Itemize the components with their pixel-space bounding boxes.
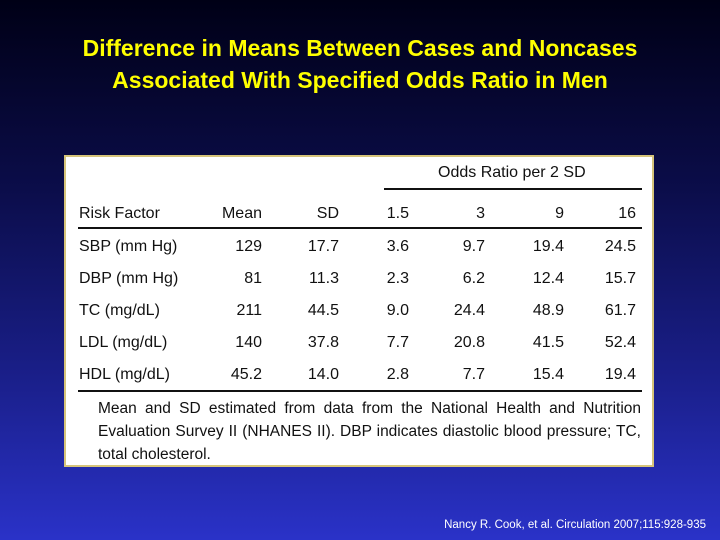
value-cell: 41.5 xyxy=(532,334,564,351)
value-cell: 129 xyxy=(235,238,262,255)
slide-title-line-2: Associated With Specified Odds Ratio in … xyxy=(112,67,608,93)
risk-factor-cell: HDL (mg/dL) xyxy=(79,366,170,383)
value-cell: 17.7 xyxy=(307,238,339,255)
value-cell: 14.0 xyxy=(307,366,339,383)
odds-ratio-group-header: Odds Ratio per 2 SD xyxy=(438,164,586,181)
table-footnote: Mean and SD estimated from data from the… xyxy=(98,400,641,463)
column-header: 3 xyxy=(476,205,485,222)
group-header-rule xyxy=(384,188,642,190)
column-header: 9 xyxy=(555,205,564,222)
value-cell: 48.9 xyxy=(532,302,564,319)
value-cell: 15.4 xyxy=(532,366,564,383)
value-cell: 24.5 xyxy=(604,238,636,255)
risk-factor-cell: DBP (mm Hg) xyxy=(79,270,179,287)
value-cell: 44.5 xyxy=(307,302,339,319)
value-cell: 52.4 xyxy=(604,334,636,351)
value-cell: 7.7 xyxy=(462,366,485,383)
table-panel: Odds Ratio per 2 SD Risk Factor Mean SD 1.5… xyxy=(64,155,654,467)
slide-title: Difference in Means Between Cases and No… xyxy=(0,32,720,96)
value-cell: 24.4 xyxy=(453,302,485,319)
value-cell: 61.7 xyxy=(604,302,636,319)
value-cell: 15.7 xyxy=(604,270,636,287)
column-header: 1.5 xyxy=(386,205,409,222)
value-cell: 3.6 xyxy=(386,238,409,255)
slide-title-line-1: Difference in Means Between Cases and No… xyxy=(82,35,638,61)
value-cell: 211 xyxy=(236,302,262,319)
column-header: Risk Factor xyxy=(79,205,160,222)
value-cell: 20.8 xyxy=(453,334,485,351)
column-header: SD xyxy=(316,205,339,222)
value-cell: 9.7 xyxy=(462,238,485,255)
value-cell: 11.3 xyxy=(309,270,339,287)
value-cell: 7.7 xyxy=(386,334,409,351)
column-header: 16 xyxy=(618,205,636,222)
value-cell: 6.2 xyxy=(462,270,485,287)
citation: Nancy R. Cook, et al. Circulation 2007;1… xyxy=(444,519,706,531)
value-cell: 37.8 xyxy=(307,334,339,351)
value-cell: 2.8 xyxy=(386,366,409,383)
value-cell: 140 xyxy=(235,334,262,351)
value-cell: 81 xyxy=(244,270,262,287)
value-cell: 2.3 xyxy=(386,270,409,287)
bottom-rule xyxy=(78,390,642,392)
value-cell: 19.4 xyxy=(604,366,636,383)
value-cell: 12.4 xyxy=(532,270,564,287)
risk-factor-cell: LDL (mg/dL) xyxy=(79,334,168,351)
value-cell: 19.4 xyxy=(532,238,564,255)
risk-factor-cell: SBP (mm Hg) xyxy=(79,238,178,255)
value-cell: 9.0 xyxy=(386,302,409,319)
header-rule xyxy=(78,227,642,229)
risk-factor-cell: TC (mg/dL) xyxy=(79,302,160,319)
value-cell: 45.2 xyxy=(230,366,262,383)
column-header: Mean xyxy=(221,205,262,222)
